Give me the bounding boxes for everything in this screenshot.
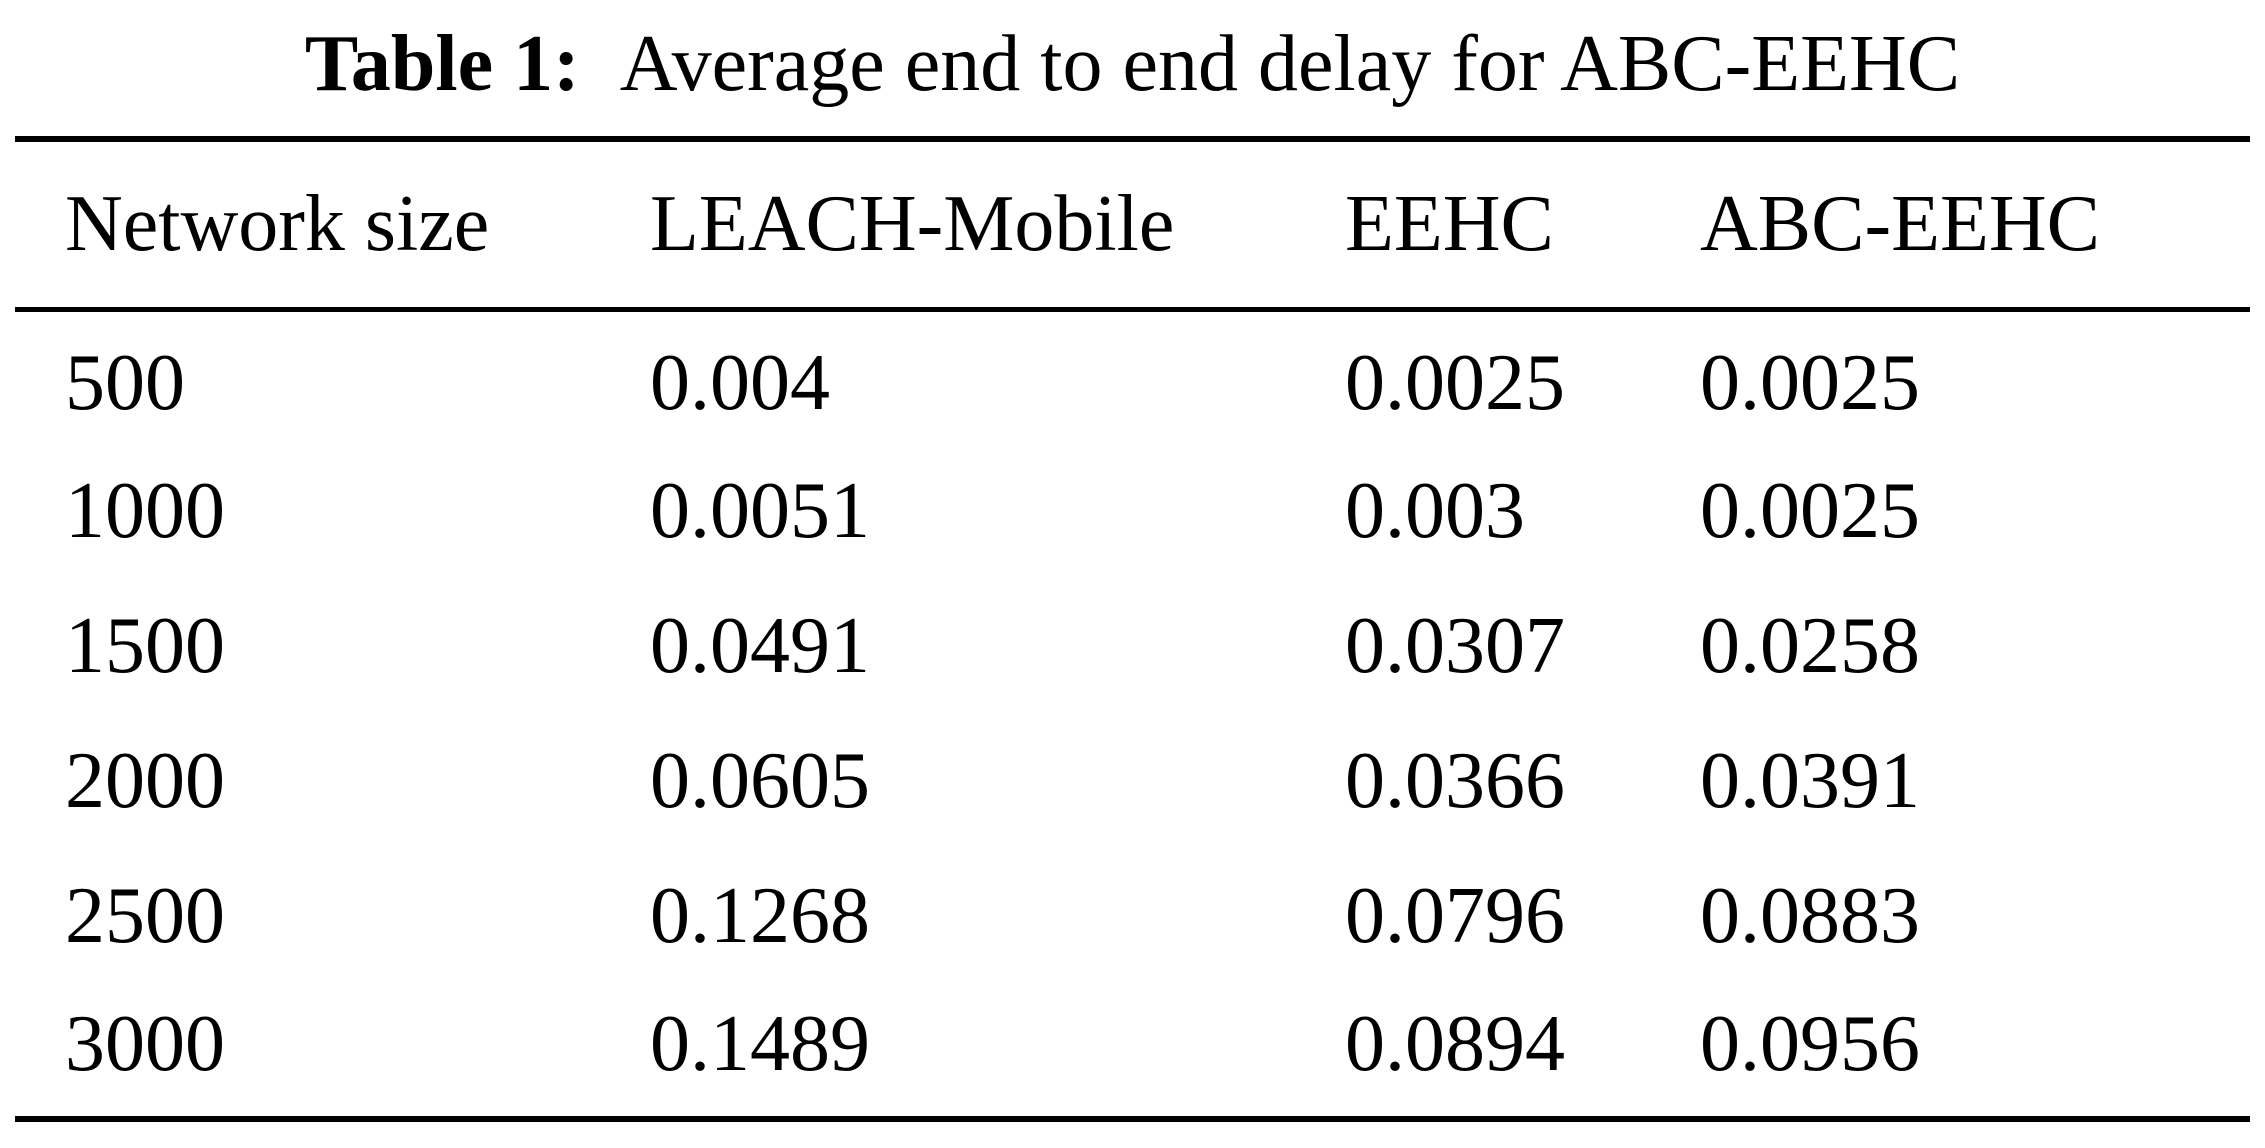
cell-abc-eehc: 0.0025: [1700, 467, 1920, 555]
table-header-row: Network size LEACH-Mobile EEHC ABC-EEHC: [15, 139, 2250, 312]
cell-eehc: 0.0796: [1345, 872, 1565, 960]
column-header-network-size: Network size: [15, 139, 650, 312]
cell-eehc: 0.0366: [1345, 737, 1565, 825]
data-table: Network size LEACH-Mobile EEHC ABC-EEHC …: [15, 136, 2250, 1122]
cell-network-size: 3000: [65, 999, 225, 1088]
cell-eehc: 0.0025: [1345, 339, 1565, 428]
cell-abc-eehc: 0.0391: [1700, 737, 1920, 825]
cell-leach-mobile: 0.1489: [650, 999, 870, 1088]
cell-leach-mobile: 0.004: [650, 339, 830, 428]
table-caption: Table 1: Average end to end delay for ABC…: [15, 18, 2250, 110]
cell-leach-mobile: 0.0491: [650, 602, 870, 690]
table-row: 2000 0.0605 0.0366 0.0391: [15, 714, 2250, 849]
cell-abc-eehc: 0.0883: [1700, 872, 1920, 960]
column-header-eehc: EEHC: [1345, 139, 1700, 312]
table-row: 2500 0.1268 0.0796 0.0883: [15, 849, 2250, 984]
cell-eehc: 0.003: [1345, 467, 1525, 555]
table-row: 3000 0.1489 0.0894 0.0956: [15, 984, 2250, 1119]
column-header-abc-eehc: ABC-EEHC: [1700, 139, 2250, 312]
table-row: 500 0.004 0.0025 0.0025: [15, 309, 2250, 444]
cell-eehc: 0.0307: [1345, 602, 1565, 690]
cell-network-size: 2500: [65, 872, 225, 960]
cell-leach-mobile: 0.1268: [650, 872, 870, 960]
cell-leach-mobile: 0.0605: [650, 737, 870, 825]
table-caption-text: Average end to end delay for ABC-EEHC: [619, 20, 1961, 108]
cell-network-size: 1000: [65, 467, 225, 555]
cell-leach-mobile: 0.0051: [650, 467, 870, 555]
cell-eehc: 0.0894: [1345, 999, 1565, 1088]
cell-abc-eehc: 0.0025: [1700, 339, 1920, 428]
cell-network-size: 1500: [65, 602, 225, 690]
cell-network-size: 2000: [65, 737, 225, 825]
table-row: 1500 0.0491 0.0307 0.0258: [15, 579, 2250, 714]
table-caption-label: Table 1:: [304, 20, 580, 108]
cell-abc-eehc: 0.0956: [1700, 999, 1920, 1088]
cell-abc-eehc: 0.0258: [1700, 602, 1920, 690]
cell-network-size: 500: [65, 339, 185, 428]
table-row: 1000 0.0051 0.003 0.0025: [15, 444, 2250, 579]
column-header-leach-mobile: LEACH-Mobile: [650, 139, 1345, 312]
